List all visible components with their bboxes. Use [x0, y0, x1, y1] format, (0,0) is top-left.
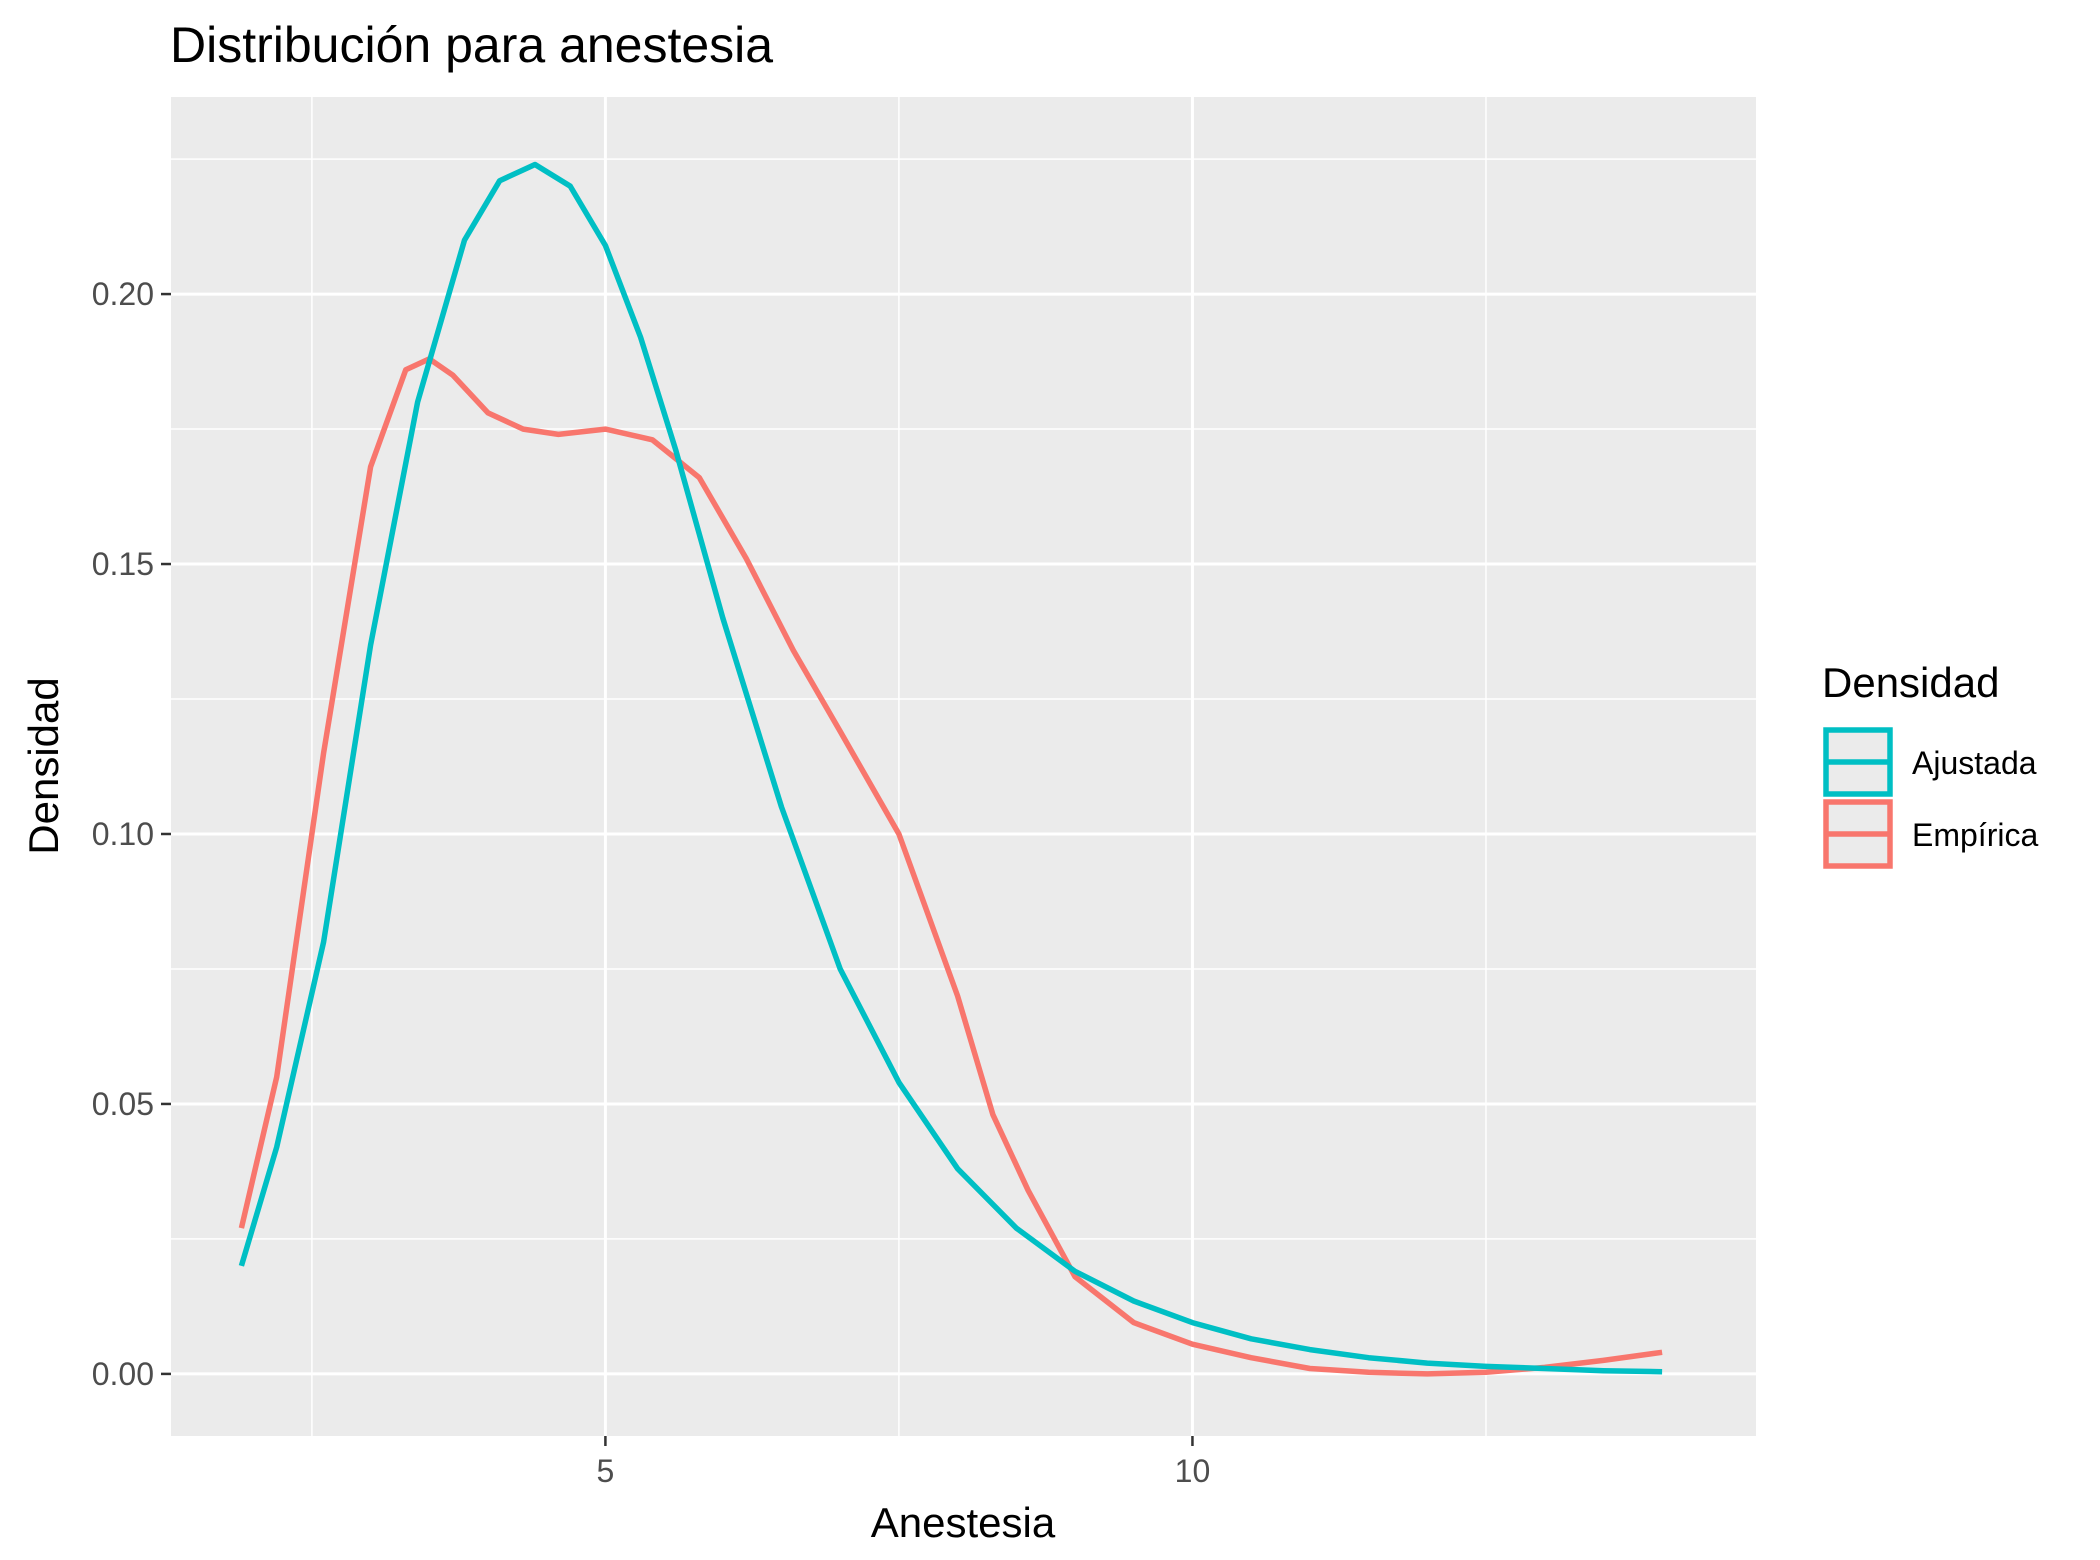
series-layer	[238, 161, 1663, 1377]
minor-gridlines	[171, 97, 1756, 1436]
major-gridlines	[171, 97, 1756, 1436]
legend-title: Densidad	[1822, 659, 1999, 706]
legend-label: Ajustada	[1912, 745, 2037, 781]
chart-title: Distribución para anestesia	[170, 17, 773, 73]
x-axis-title: Anestesia	[871, 1499, 1056, 1546]
y-tick-label: 0.20	[92, 276, 154, 312]
y-tick-label: 0.05	[92, 1086, 154, 1122]
legend-item-ajustada: Ajustada	[1823, 727, 2037, 797]
y-tick-label: 0.00	[92, 1356, 154, 1392]
y-axis-title: Densidad	[20, 677, 67, 854]
series-line-ajustada	[238, 161, 1663, 1375]
x-tick-label: 5	[597, 1453, 615, 1489]
plot-panel	[171, 97, 1756, 1436]
legend-label: Empírica	[1912, 817, 2038, 853]
legend: Densidad Ajustada Empírica	[1822, 659, 2038, 869]
x-tick-label: 10	[1175, 1453, 1211, 1489]
y-tick-label: 0.15	[92, 546, 154, 582]
y-tick-label: 0.10	[92, 816, 154, 852]
axis-ticks: 5 10 0.00 0.05 0.10 0.15 0.20	[92, 276, 1211, 1489]
legend-item-empírica: Empírica	[1823, 799, 2038, 869]
